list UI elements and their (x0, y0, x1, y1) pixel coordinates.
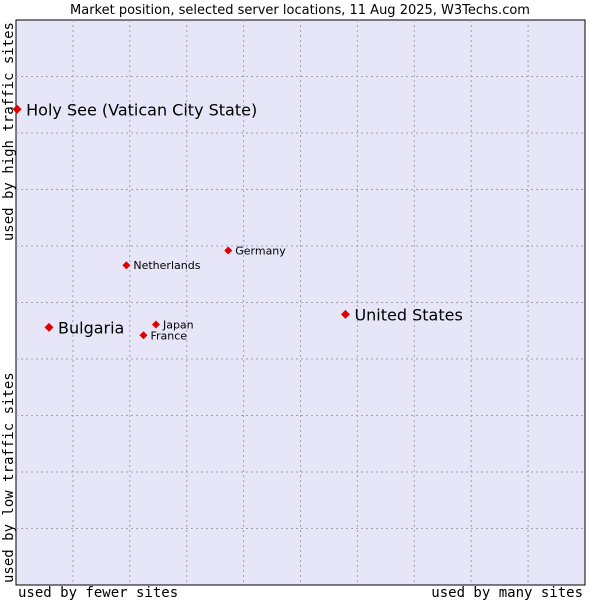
data-point-label: Bulgaria (58, 318, 124, 337)
data-point-marker (340, 309, 350, 319)
data-point-marker (122, 261, 131, 270)
data-point-label: France (150, 329, 187, 342)
data-point-marker (44, 322, 54, 332)
data-point-marker (224, 246, 233, 255)
y-axis-label-top: used by high traffic sites (1, 22, 17, 241)
data-point-marker (139, 331, 148, 340)
chart-title: Market position, selected server locatio… (70, 3, 530, 18)
x-axis-label-right: used by many sites (431, 585, 583, 600)
data-point-marker (12, 104, 22, 114)
data-point-marker (151, 320, 160, 329)
data-point-label: Netherlands (133, 259, 200, 272)
data-points: Holy See (Vatican City State) Germany Neth… (12, 100, 463, 342)
y-axis-label-bottom: used by low traffic sites (1, 372, 17, 583)
data-point-label: Holy See (Vatican City State) (26, 100, 257, 119)
data-point-label: United States (354, 305, 462, 324)
data-point-label: Japan (162, 319, 194, 332)
x-axis-label-left: used by fewer sites (18, 585, 178, 600)
grid-lines (16, 20, 585, 585)
data-point-label: Germany (235, 245, 286, 258)
